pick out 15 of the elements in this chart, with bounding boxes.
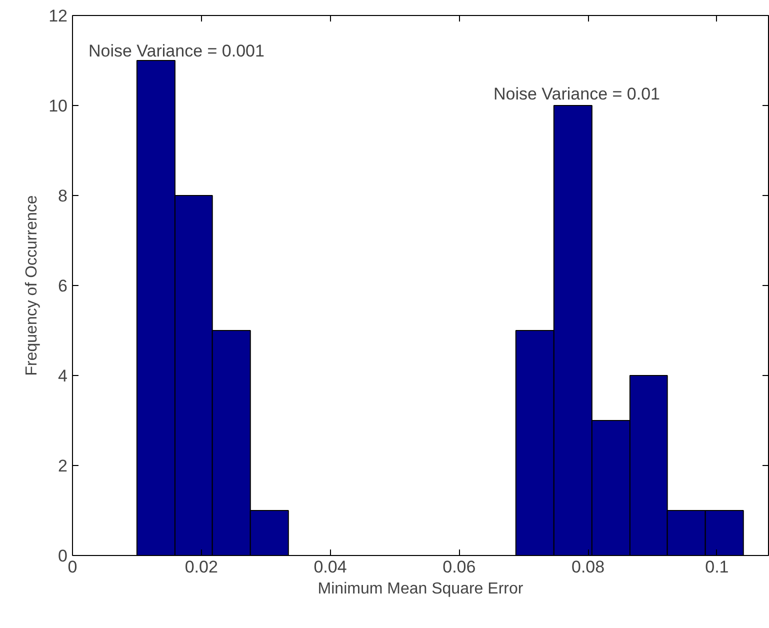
annotation: Noise Variance = 0.01 bbox=[494, 84, 660, 104]
y-tick-label: 2 bbox=[58, 456, 68, 476]
x-axis-title: Minimum Mean Square Error bbox=[318, 580, 524, 598]
y-axis-title: Frequency of Occurrence bbox=[24, 195, 41, 376]
x-tick-label: 0.1 bbox=[705, 558, 729, 576]
y-tick-label: 6 bbox=[58, 276, 68, 296]
annotation: Noise Variance = 0.001 bbox=[88, 42, 264, 60]
y-tick-label: 12 bbox=[48, 6, 68, 26]
y-tick-label: 4 bbox=[58, 366, 68, 386]
x-tick-label: 0.04 bbox=[314, 558, 347, 576]
x-tick-label: 0.02 bbox=[184, 558, 218, 576]
x-tick-label: 0.06 bbox=[442, 558, 476, 576]
y-tick-label: 10 bbox=[48, 96, 68, 116]
y-tick-label: 8 bbox=[58, 186, 68, 206]
x-tick-label: 0.08 bbox=[572, 558, 605, 576]
